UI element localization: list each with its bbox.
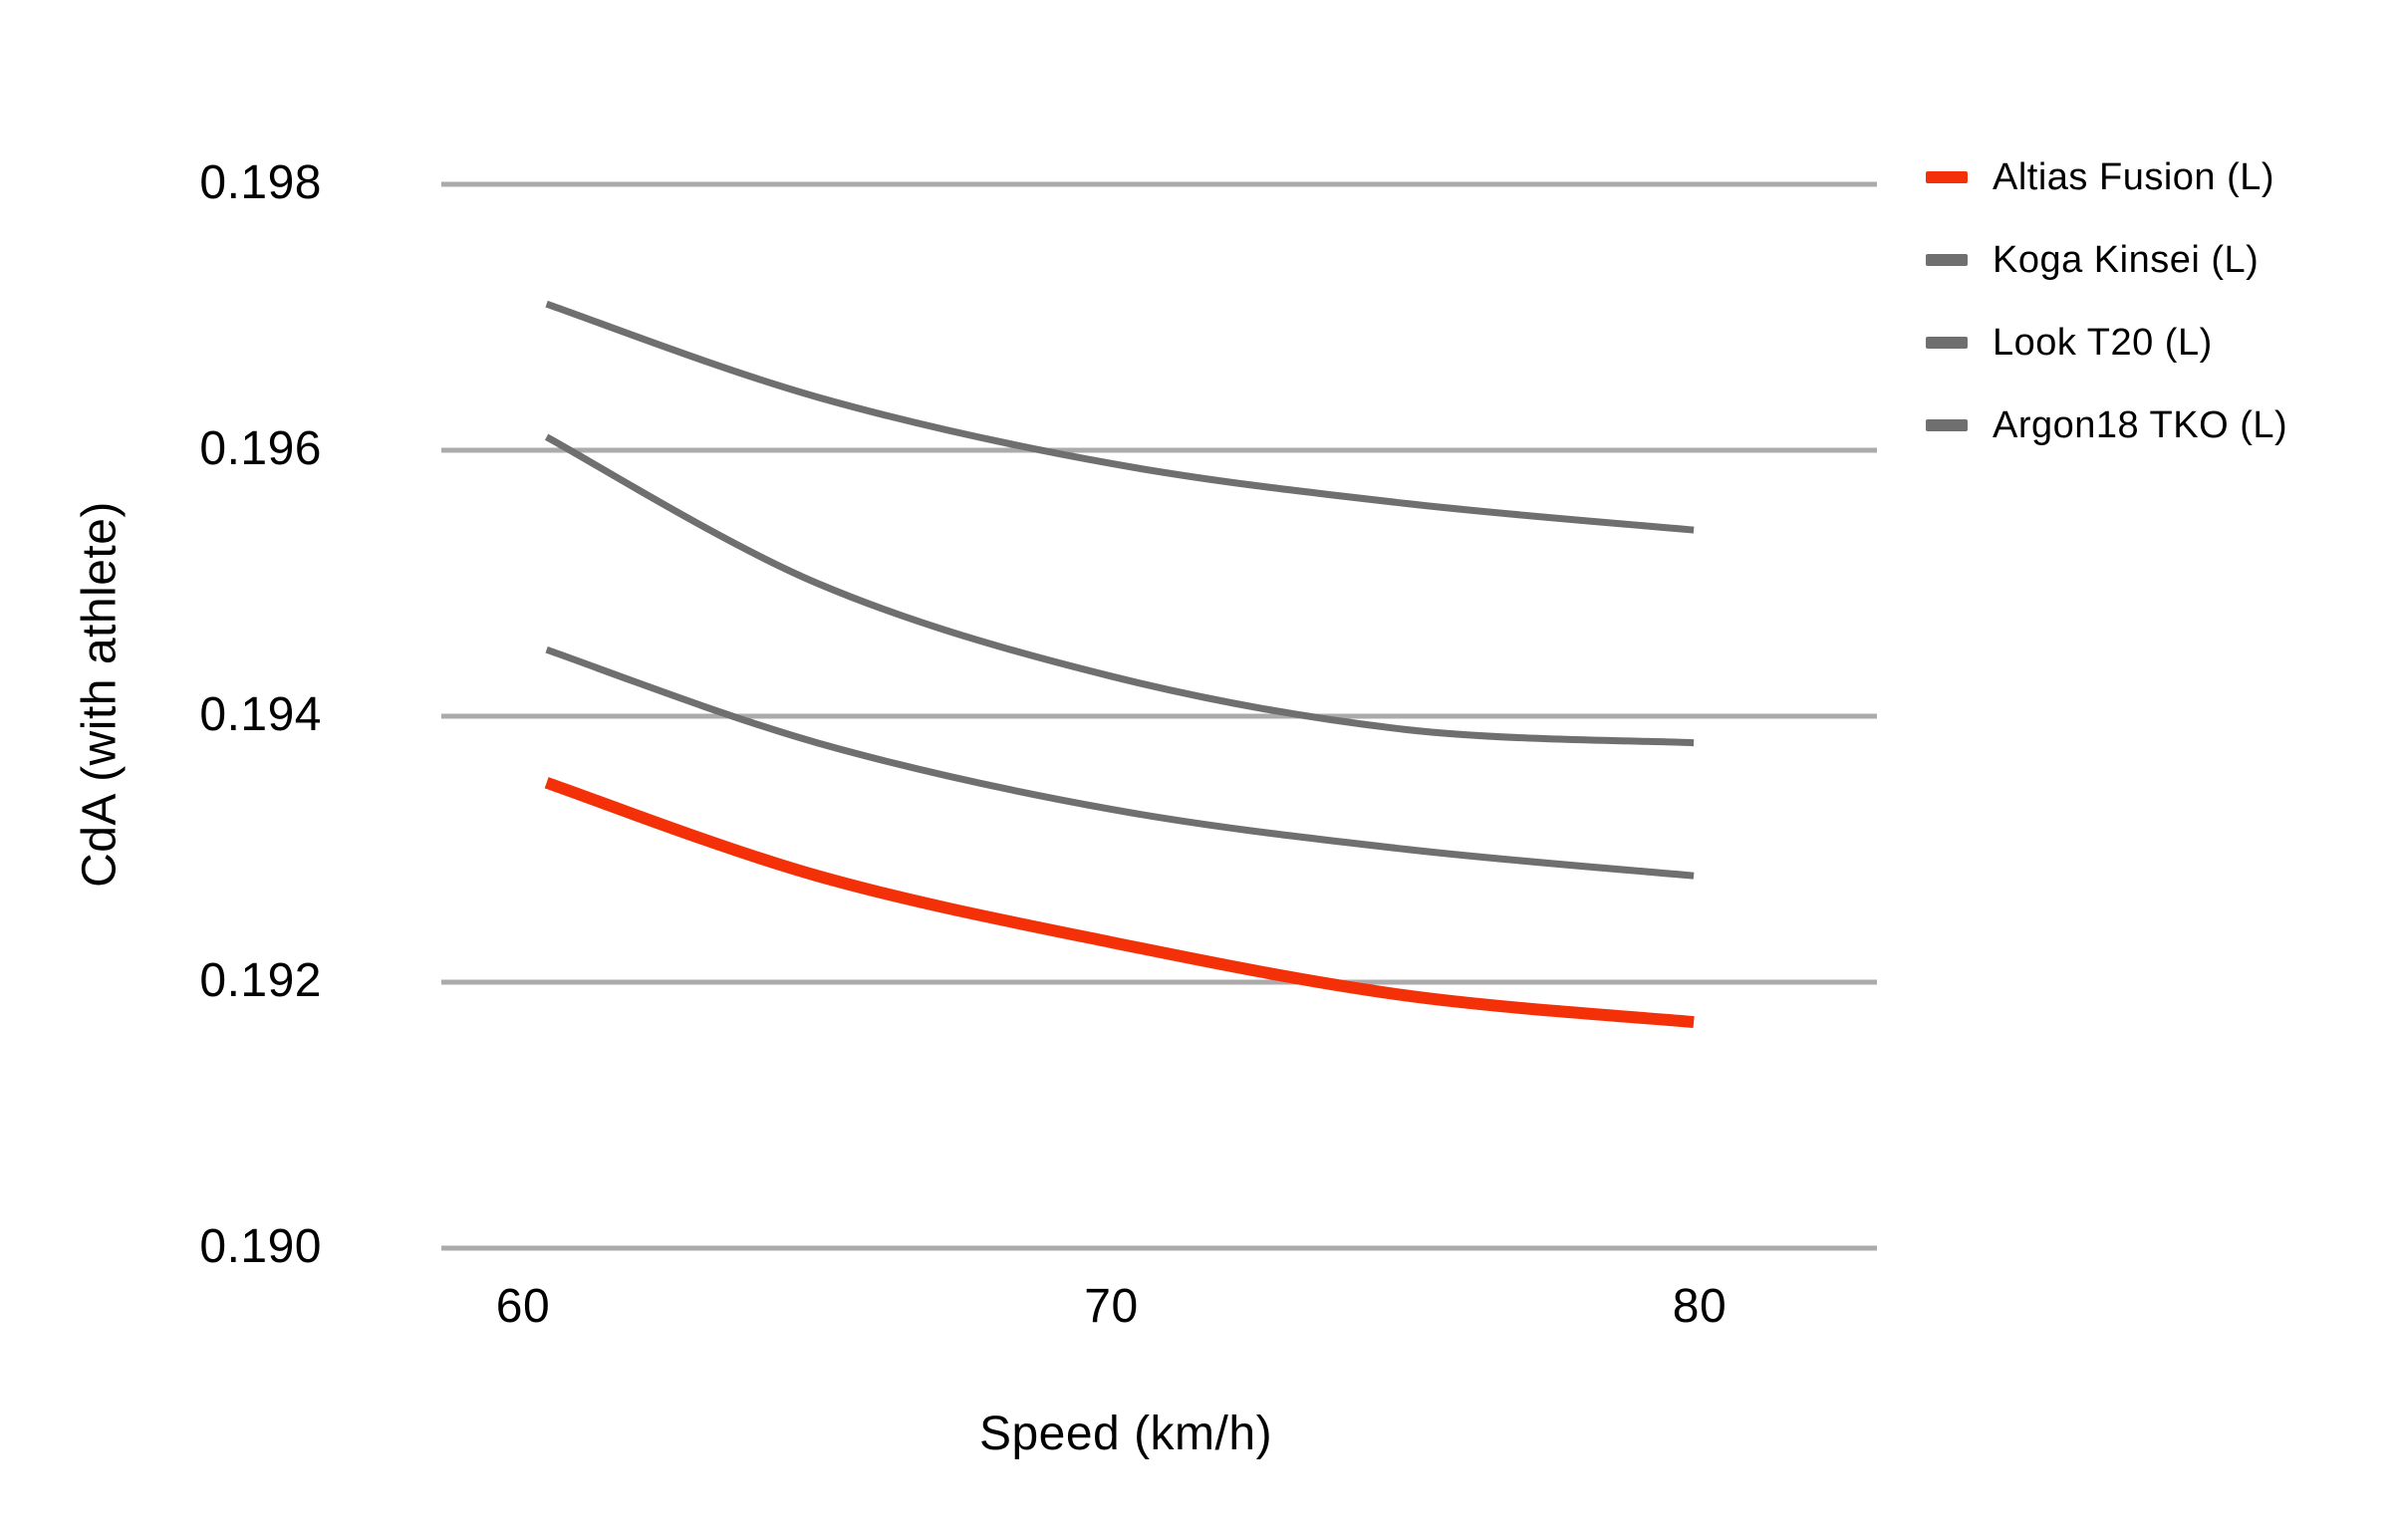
legend-swatch-argon18-tko [1926, 419, 1968, 431]
legend-item-altias-fusion: Altias Fusion (L) [1926, 158, 2287, 196]
series-line-altias-fusion-l [544, 777, 1695, 1029]
legend-swatch-altias-fusion [1926, 171, 1968, 183]
series-line-koga-kinsei-l [545, 645, 1695, 880]
legend: Altias Fusion (L) Koga Kinsei (L) Look T… [1926, 158, 2287, 444]
legend-label-argon18-tko: Argon18 TKO (L) [1993, 404, 2288, 446]
y-tick-0.196: 0.196 [199, 422, 322, 476]
legend-label-look-t20: Look T20 (L) [1993, 322, 2213, 364]
series-line-argon18-tko-l [545, 300, 1695, 534]
legend-label-altias-fusion: Altias Fusion (L) [1993, 156, 2275, 198]
y-tick-0.192: 0.192 [199, 954, 322, 1008]
y-tick-0.190: 0.190 [199, 1220, 322, 1274]
y-tick-0.198: 0.198 [199, 156, 322, 210]
series-line-look-t20-l [544, 433, 1695, 747]
x-tick-70: 70 [1084, 1280, 1139, 1333]
x-tick-80: 80 [1672, 1280, 1728, 1333]
legend-item-koga-kinsei: Koga Kinsei (L) [1926, 241, 2287, 279]
y-axis-title: CdA (with athlete) [73, 501, 127, 888]
legend-item-look-t20: Look T20 (L) [1926, 324, 2287, 362]
legend-swatch-koga-kinsei [1926, 254, 1968, 266]
x-tick-60: 60 [495, 1280, 551, 1333]
legend-label-koga-kinsei: Koga Kinsei (L) [1993, 239, 2260, 281]
x-axis-title: Speed (km/h) [978, 1408, 1273, 1460]
legend-item-argon18-tko: Argon18 TKO (L) [1926, 406, 2287, 444]
y-tick-0.194: 0.194 [199, 688, 322, 742]
legend-swatch-look-t20 [1926, 337, 1968, 349]
